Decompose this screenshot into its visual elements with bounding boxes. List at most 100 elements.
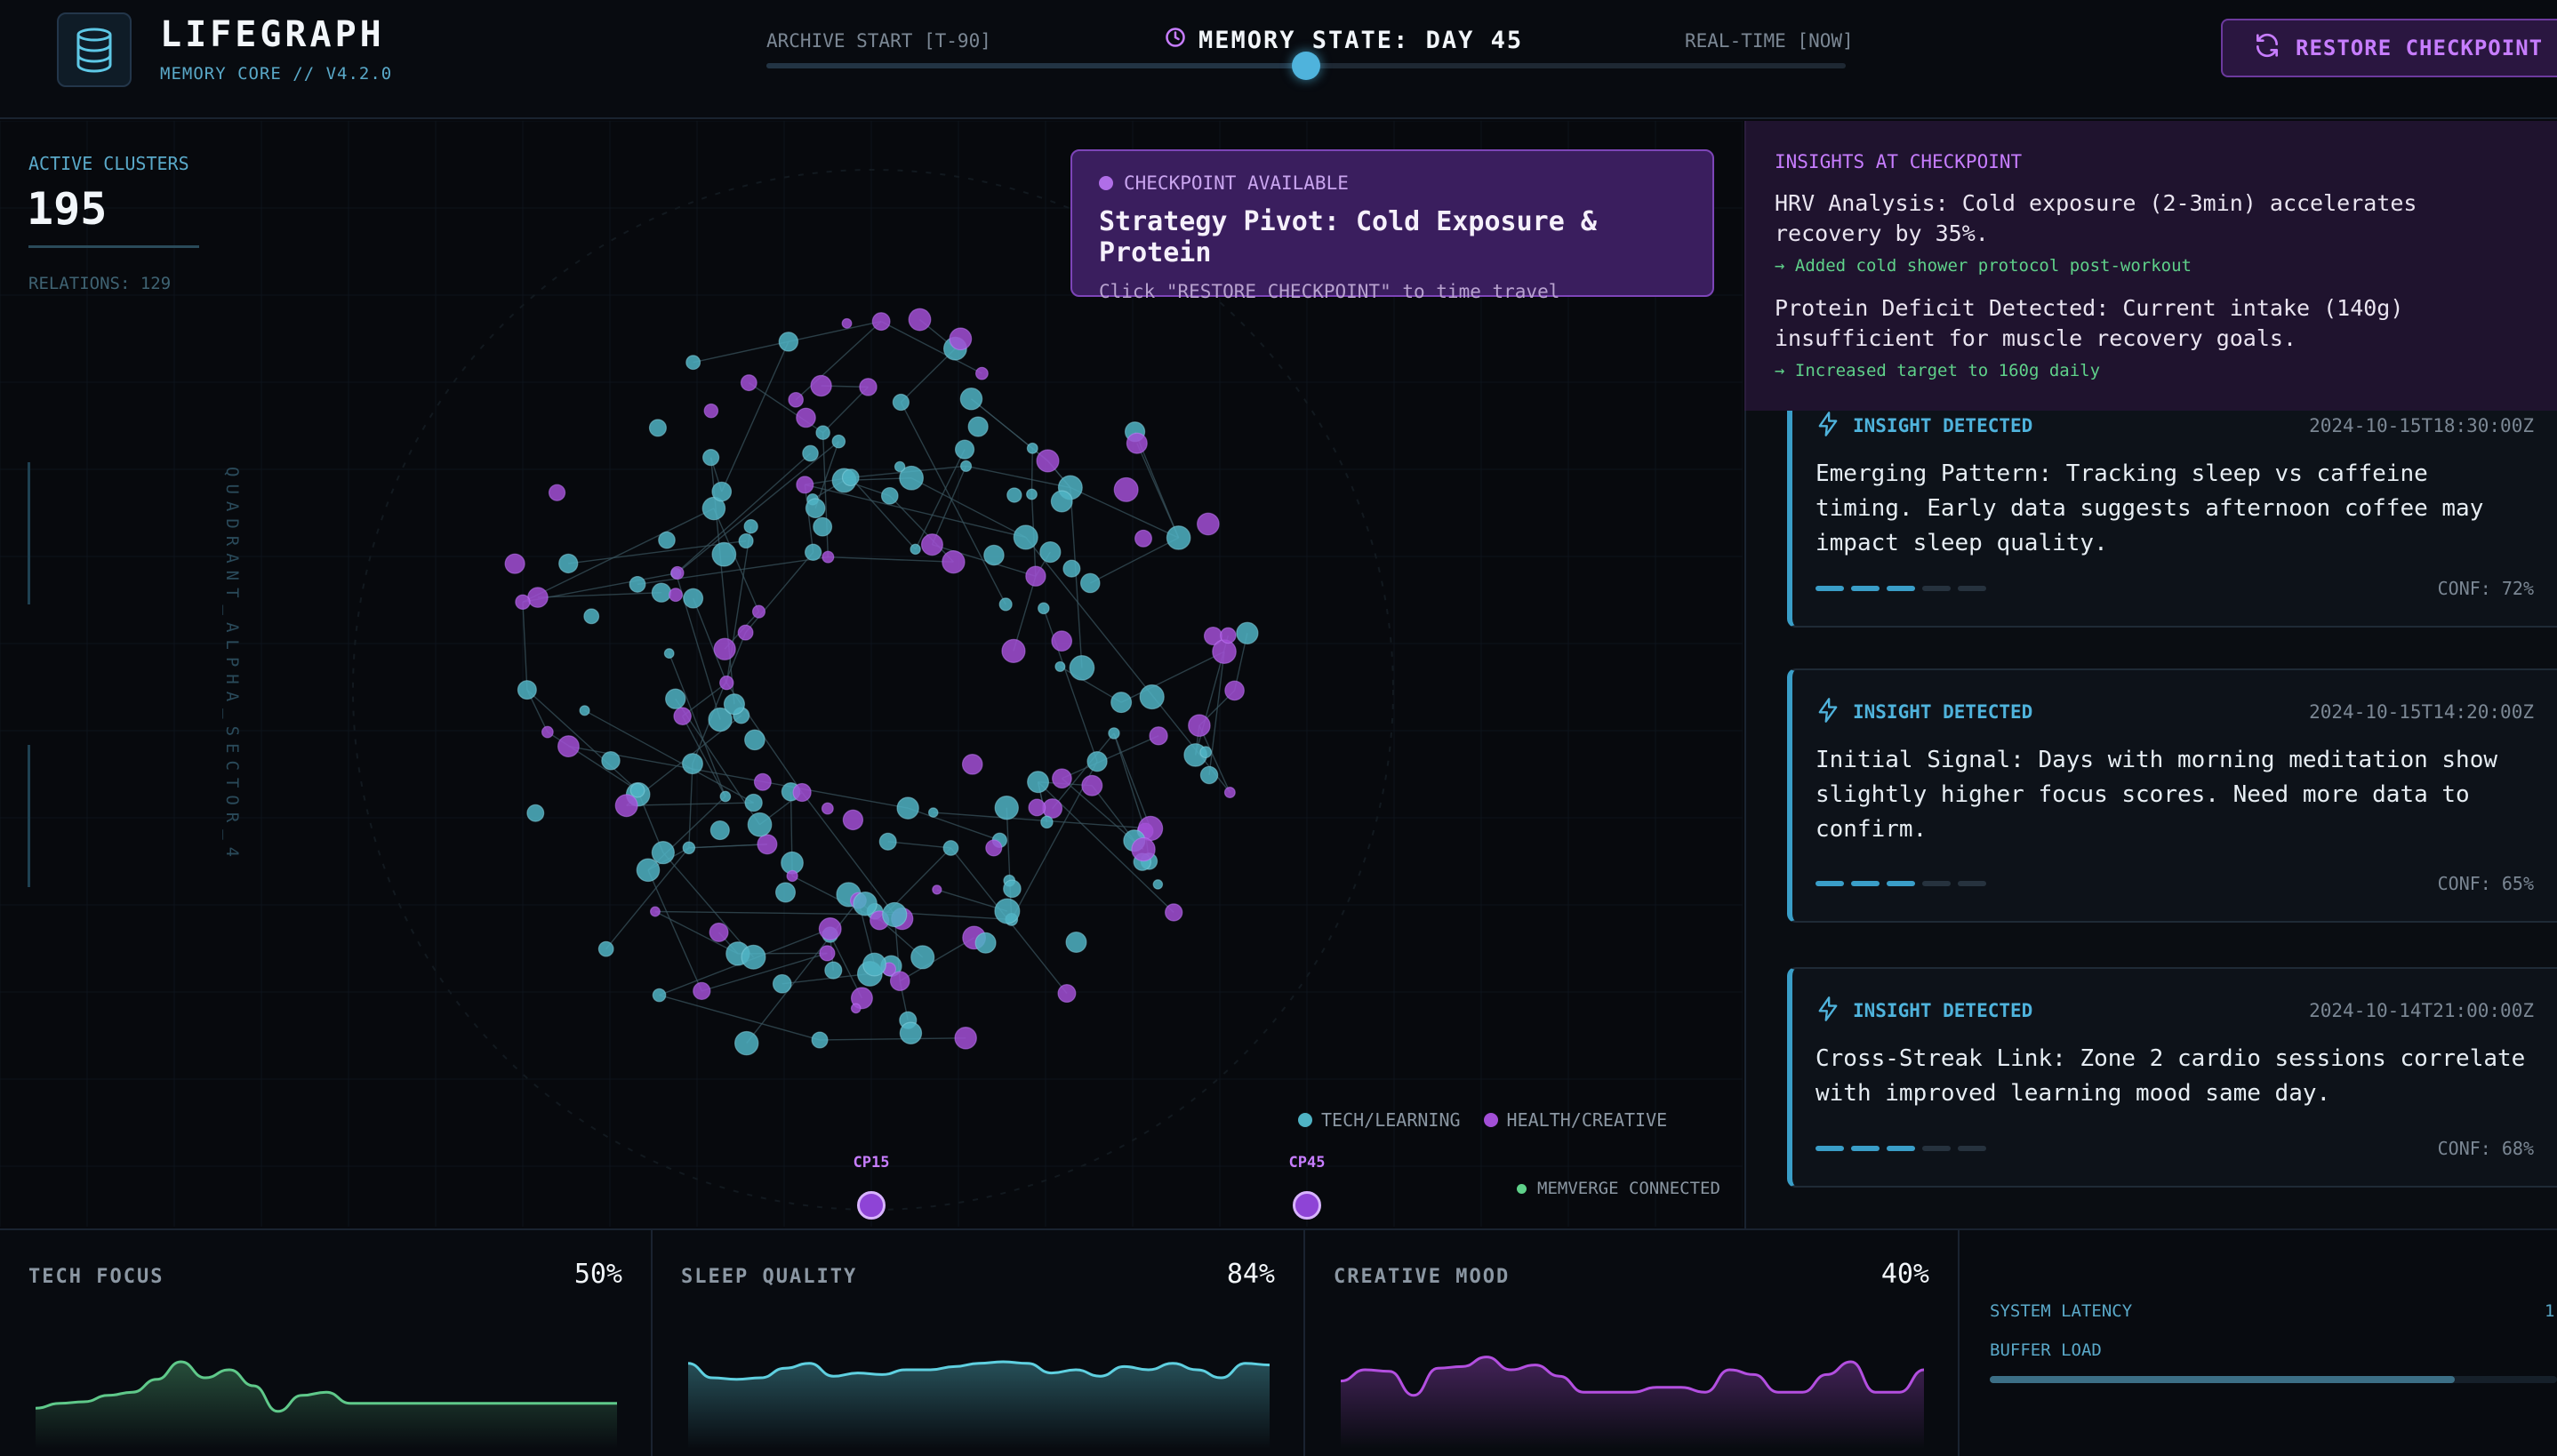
checkpoint-marker-cp15[interactable]: CP15 [845,1154,898,1220]
node-tech-learning[interactable] [813,516,833,537]
node-health-creative[interactable] [821,802,834,815]
node-health-creative[interactable] [1081,774,1103,796]
node-health-creative[interactable] [942,549,966,574]
node-health-creative[interactable] [810,374,832,397]
node-health-creative[interactable] [871,312,891,332]
node-tech-learning[interactable] [910,543,921,556]
node-health-creative[interactable] [1196,512,1220,536]
node-tech-learning[interactable] [815,425,830,440]
checkpoint-marker-cp45[interactable]: CP45 [1280,1154,1334,1220]
node-tech-learning[interactable] [802,444,819,462]
node-tech-learning[interactable] [1013,524,1038,550]
node-tech-learning[interactable] [811,1031,829,1049]
node-health-creative[interactable] [693,981,711,1001]
node-health-creative[interactable] [1052,768,1072,789]
node-health-creative[interactable] [1149,726,1168,746]
node-health-creative[interactable] [757,834,778,855]
node-tech-learning[interactable] [738,532,754,549]
node-health-creative[interactable] [548,484,566,501]
node-health-creative[interactable] [841,317,853,329]
node-health-creative[interactable] [796,476,814,494]
node-tech-learning[interactable] [601,750,621,771]
node-tech-learning[interactable] [741,944,766,970]
node-tech-learning[interactable] [636,858,661,883]
node-health-creative[interactable] [1113,476,1139,502]
node-tech-learning[interactable] [1050,490,1073,513]
node-health-creative[interactable] [920,533,943,556]
node-tech-learning[interactable] [880,486,899,505]
timeline-slider[interactable] [766,52,1846,80]
node-tech-learning[interactable] [1236,621,1259,644]
node-tech-learning[interactable] [681,753,703,775]
node-tech-learning[interactable] [910,945,935,970]
node-tech-learning[interactable] [878,832,897,851]
node-tech-learning[interactable] [959,460,973,472]
node-health-creative[interactable] [985,839,1003,857]
node-tech-learning[interactable] [899,1021,923,1044]
node-health-creative[interactable] [796,407,816,428]
node-tech-learning[interactable] [1079,572,1101,594]
node-health-creative[interactable] [1036,449,1060,473]
node-tech-learning[interactable] [1152,879,1164,890]
node-tech-learning[interactable] [1039,540,1062,564]
node-tech-learning[interactable] [804,543,822,562]
node-health-creative[interactable] [908,308,932,332]
node-tech-learning[interactable] [778,332,799,352]
node-tech-learning[interactable] [651,582,672,603]
node-health-creative[interactable] [1028,798,1046,817]
node-tech-learning[interactable] [682,841,696,855]
node-tech-learning[interactable] [719,790,732,803]
node-health-creative[interactable] [786,869,798,883]
node-tech-learning[interactable] [723,693,746,716]
node-health-creative[interactable] [751,604,766,619]
node-health-creative[interactable] [753,772,772,791]
node-tech-learning[interactable] [994,796,1019,820]
node-tech-learning[interactable] [652,988,667,1003]
node-tech-learning[interactable] [579,705,590,716]
node-tech-learning[interactable] [1003,879,1022,899]
node-health-creative[interactable] [1057,984,1077,1004]
node-tech-learning[interactable] [896,796,919,820]
node-tech-learning[interactable] [702,449,720,467]
node-health-creative[interactable] [1165,903,1183,922]
node-health-creative[interactable] [949,327,973,351]
node-tech-learning[interactable] [733,1030,759,1056]
node-tech-learning[interactable] [558,553,579,574]
insight-card[interactable]: INSIGHT DETECTED 2024-10-15T14:20:00Z In… [1787,668,2557,923]
insight-card[interactable]: INSIGHT DETECTED 2024-10-15T18:30:00Z Em… [1787,382,2557,628]
node-tech-learning[interactable] [954,439,975,460]
node-health-creative[interactable] [954,1027,977,1050]
node-tech-learning[interactable] [663,648,675,659]
node-health-creative[interactable] [1188,714,1211,738]
node-tech-learning[interactable] [942,840,959,856]
node-health-creative[interactable] [719,675,734,691]
node-health-creative[interactable] [1220,627,1237,644]
node-health-creative[interactable] [1126,432,1148,454]
node-health-creative[interactable] [515,594,531,610]
node-health-creative[interactable] [788,391,804,408]
node-tech-learning[interactable] [1069,655,1095,681]
node-health-creative[interactable] [504,553,525,574]
node-tech-learning[interactable] [892,393,910,412]
node-tech-learning[interactable] [1199,746,1213,759]
node-tech-learning[interactable] [983,544,1005,566]
node-tech-learning[interactable] [517,680,537,700]
node-tech-learning[interactable] [1108,727,1120,740]
node-tech-learning[interactable] [747,812,773,837]
node-tech-learning[interactable] [1065,931,1087,953]
node-health-creative[interactable] [740,374,757,392]
node-health-creative[interactable] [842,809,864,831]
node-tech-learning[interactable] [899,465,924,491]
node-health-creative[interactable] [557,735,580,758]
node-tech-learning[interactable] [685,355,701,371]
node-health-creative[interactable] [1223,787,1236,798]
node-tech-learning[interactable] [862,952,886,977]
node-tech-learning[interactable] [1086,751,1108,772]
node-health-creative[interactable] [649,906,661,917]
node-tech-learning[interactable] [648,419,667,437]
node-tech-learning[interactable] [743,519,758,534]
memory-graph[interactable] [0,121,1743,1227]
node-health-creative[interactable] [850,1003,862,1014]
node-health-creative[interactable] [541,725,554,739]
node-health-creative[interactable] [974,366,989,380]
